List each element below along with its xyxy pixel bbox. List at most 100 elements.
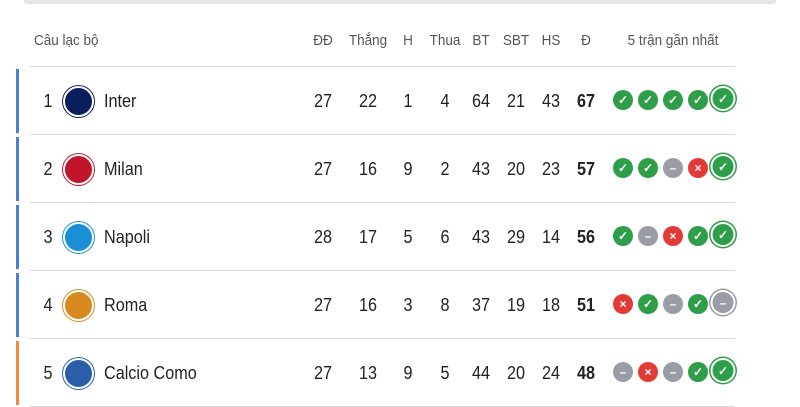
cell-won: 16 (358, 159, 378, 179)
draw-icon[interactable]: – (638, 226, 658, 246)
loss-icon[interactable]: × (663, 226, 683, 246)
win-icon[interactable]: ✓ (712, 360, 734, 381)
cell-gd: 23 (541, 159, 561, 179)
win-icon[interactable]: ✓ (638, 90, 658, 110)
header-lost: Thua (429, 32, 461, 49)
cell-gd: 18 (541, 295, 561, 315)
loss-icon[interactable]: × (613, 294, 633, 314)
win-icon[interactable]: ✓ (712, 88, 734, 109)
cell-lost: 2 (440, 159, 450, 179)
club-name[interactable]: Inter (104, 91, 137, 111)
cell-gd: 24 (541, 363, 561, 383)
header-points: Đ (581, 32, 591, 49)
loss-icon[interactable]: × (688, 158, 708, 178)
cell-ga: 20 (506, 159, 526, 179)
cell-won: 22 (358, 91, 378, 111)
cell-lost: 4 (440, 91, 450, 111)
win-icon[interactable]: ✓ (688, 226, 708, 246)
zone-indicator (16, 205, 19, 269)
draw-icon[interactable]: – (663, 158, 683, 178)
cell-drawn: 5 (403, 227, 413, 247)
club-name[interactable]: Roma (104, 295, 148, 315)
cell-points: 51 (576, 295, 596, 315)
win-icon[interactable]: ✓ (613, 226, 633, 246)
win-icon[interactable]: ✓ (688, 90, 708, 110)
draw-icon[interactable]: – (712, 292, 734, 313)
cell-played: 27 (313, 295, 333, 315)
zone-indicator (16, 137, 19, 201)
cell-gf: 43 (471, 227, 491, 247)
cell-points: 48 (576, 363, 596, 383)
cell-played: 27 (313, 363, 333, 383)
draw-icon[interactable]: – (663, 362, 683, 382)
zone-indicator (16, 69, 19, 133)
win-icon[interactable]: ✓ (663, 90, 683, 110)
header-gf: BT (472, 32, 490, 49)
zone-indicator (16, 341, 19, 405)
cell-gf: 44 (471, 363, 491, 383)
position: 2 (43, 159, 53, 179)
table-row[interactable]: 4 Roma 27 16 3 8 37 19 18 51 × ✓ – ✓ – (0, 271, 800, 339)
draw-icon[interactable]: – (663, 294, 683, 314)
header-club: Câu lạc bộ (34, 32, 99, 49)
cell-ga: 29 (506, 227, 526, 247)
table-row[interactable]: 1 Inter 27 22 1 4 64 21 43 67 ✓ ✓ ✓ ✓ ✓ (0, 67, 800, 135)
header-drawn: H (403, 32, 413, 49)
loss-icon[interactable]: × (638, 362, 658, 382)
header-played: ĐĐ (313, 32, 333, 49)
cell-played: 27 (313, 159, 333, 179)
club-logo (63, 86, 94, 117)
club-logo (63, 222, 94, 253)
club-name[interactable]: Calcio Como (104, 363, 197, 383)
cell-gf: 37 (471, 295, 491, 315)
draw-icon[interactable]: – (613, 362, 633, 382)
win-icon[interactable]: ✓ (613, 158, 633, 178)
club-logo (63, 290, 94, 321)
cell-lost: 8 (440, 295, 450, 315)
divider (30, 202, 735, 203)
position: 4 (43, 295, 53, 315)
cell-ga: 19 (506, 295, 526, 315)
divider (30, 270, 735, 271)
win-icon[interactable]: ✓ (712, 224, 734, 245)
win-icon[interactable]: ✓ (688, 294, 708, 314)
table-row[interactable]: 2 Milan 27 16 9 2 43 20 23 57 ✓ ✓ – × ✓ (0, 135, 800, 203)
cell-gd: 43 (541, 91, 561, 111)
header-gd: HS (541, 32, 561, 49)
cell-ga: 21 (506, 91, 526, 111)
cell-played: 27 (313, 91, 333, 111)
table-row[interactable]: 5 Calcio Como 27 13 9 5 44 20 24 48– × – ✓ ✓ (0, 339, 800, 407)
table-row[interactable]: 3 Napoli 28 17 5 6 43 29 14 56 ✓ – × ✓ ✓ (0, 203, 800, 271)
divider (30, 338, 735, 339)
club-name[interactable]: Milan (104, 159, 143, 179)
divider (30, 134, 735, 135)
header-ga: SBT (502, 32, 530, 49)
cell-won: 16 (358, 295, 378, 315)
cell-won: 17 (358, 227, 378, 247)
cell-ga: 20 (506, 363, 526, 383)
position: 3 (43, 227, 53, 247)
cell-drawn: 9 (403, 363, 413, 383)
position: 5 (43, 363, 53, 383)
top-bar (24, 0, 776, 4)
header-won: Thắng (348, 32, 388, 49)
cell-drawn: 9 (403, 159, 413, 179)
club-name[interactable]: Napoli (104, 227, 150, 247)
cell-gf: 43 (471, 159, 491, 179)
win-icon[interactable]: ✓ (638, 158, 658, 178)
position: 1 (43, 91, 53, 111)
cell-points: 57 (576, 159, 596, 179)
cell-drawn: 1 (403, 91, 413, 111)
win-icon[interactable]: ✓ (613, 90, 633, 110)
cell-points: 56 (576, 227, 596, 247)
cell-gf: 64 (471, 91, 491, 111)
win-icon[interactable]: ✓ (638, 294, 658, 314)
club-logo (63, 154, 94, 185)
club-logo (63, 358, 94, 389)
cell-gd: 14 (541, 227, 561, 247)
cell-won: 13 (358, 363, 378, 383)
cell-lost: 5 (440, 363, 450, 383)
win-icon[interactable]: ✓ (688, 362, 708, 382)
win-icon[interactable]: ✓ (712, 156, 734, 177)
cell-drawn: 3 (403, 295, 413, 315)
